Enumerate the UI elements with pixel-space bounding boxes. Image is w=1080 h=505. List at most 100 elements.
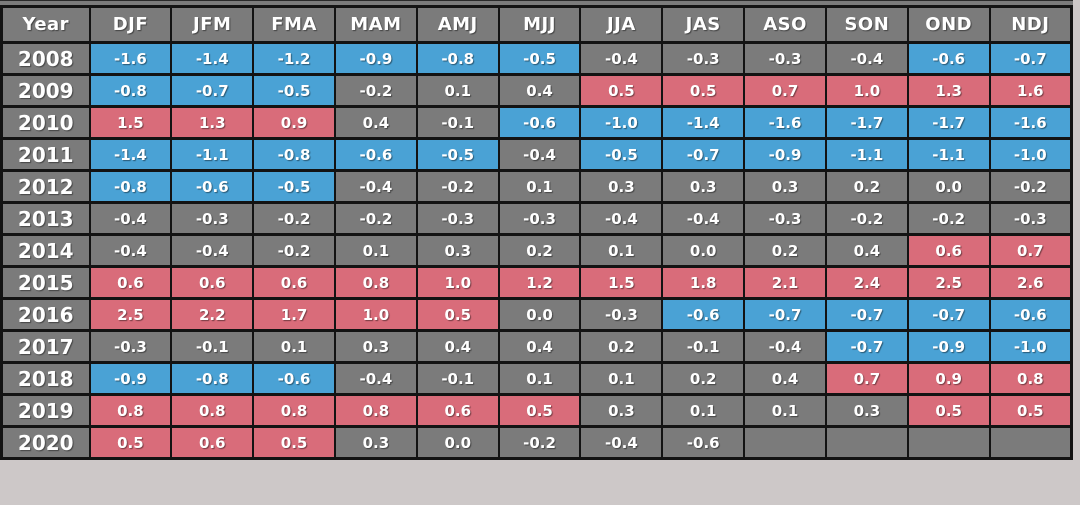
oni-value-cell: -0.5 (497, 41, 582, 76)
oni-value-cell: 0.1 (333, 233, 418, 268)
oni-value-cell: 0.8 (252, 393, 336, 428)
oni-value-cell: 2.2 (170, 297, 255, 332)
oni-value-cell: 1.5 (88, 105, 173, 140)
season-column-header: JAS (661, 5, 746, 44)
oni-value-cell: -0.8 (252, 137, 336, 172)
oni-value-cell: -0.9 (88, 361, 173, 396)
oni-value-cell: 0.4 (415, 329, 500, 364)
oni-value-cell: -0.4 (579, 425, 664, 460)
season-column-header: SON (824, 5, 909, 44)
oni-value-cell: -0.8 (415, 41, 500, 76)
year-column-header: Year (0, 5, 91, 44)
oni-value-cell: -0.6 (906, 41, 991, 76)
oni-value-cell: 0.8 (333, 393, 418, 428)
oni-value-cell: -1.0 (988, 329, 1073, 364)
oni-value-cell: 0.4 (497, 329, 582, 364)
oni-value-cell: 0.2 (579, 329, 664, 364)
oni-value-cell: 0.1 (415, 73, 500, 108)
oni-value-cell: -0.4 (579, 41, 664, 76)
oni-value-cell: -0.3 (743, 41, 827, 76)
oni-value-cell: -0.6 (170, 169, 255, 204)
oni-value-cell: 2.6 (988, 265, 1073, 300)
oni-value-cell: 0.5 (579, 73, 664, 108)
oni-value-cell: -0.2 (988, 169, 1073, 204)
oni-value-cell: 0.3 (415, 233, 500, 268)
oni-value-cell: -0.3 (170, 201, 255, 236)
oni-value-cell: 2.1 (743, 265, 827, 300)
oni-value-cell: 0.6 (252, 265, 336, 300)
oni-value-cell: -0.7 (170, 73, 255, 108)
oni-value-cell: -0.1 (415, 105, 500, 140)
oni-value-cell: 0.4 (333, 105, 418, 140)
oni-value-cell: -1.6 (88, 41, 173, 76)
oni-value-cell: -0.9 (333, 41, 418, 76)
oni-value-cell: 1.3 (170, 105, 255, 140)
oni-value-cell: -1.1 (906, 137, 991, 172)
oni-value-cell: 1.0 (824, 73, 909, 108)
oni-value-cell: -0.6 (661, 297, 746, 332)
oni-value-cell: -1.1 (824, 137, 909, 172)
oni-value-cell: -1.4 (661, 105, 746, 140)
table-row: 2020 0.5 0.6 0.5 0.3 0.0 -0.2 -0.4 -0.6 (0, 425, 1073, 460)
oni-value-cell: -1.4 (170, 41, 255, 76)
oni-value-cell: 0.1 (497, 169, 582, 204)
oni-value-cell: 1.0 (333, 297, 418, 332)
oni-value-cell: 0.1 (579, 361, 664, 396)
oni-value-cell: 0.1 (579, 233, 664, 268)
oni-value-cell: -0.2 (333, 73, 418, 108)
oni-value-cell: -0.4 (497, 137, 582, 172)
oni-value-cell: -0.9 (906, 329, 991, 364)
oni-value-cell: 0.5 (415, 297, 500, 332)
oni-value-cell: -0.3 (579, 297, 664, 332)
oni-value-cell: -0.1 (415, 361, 500, 396)
year-cell: 2014 (0, 233, 91, 268)
oni-value-cell: 0.8 (170, 393, 255, 428)
oni-value-cell: -0.2 (333, 201, 418, 236)
oni-value-cell: -0.7 (824, 329, 909, 364)
header-row: Year DJF JFM FMA MAM AMJ MJJ JJA JAS ASO SON OND NDJ (0, 5, 1073, 44)
season-column-header: JFM (170, 5, 255, 44)
oni-value-cell: 1.7 (252, 297, 336, 332)
year-cell: 2010 (0, 105, 91, 140)
table-row: 2013 -0.4 -0.3 -0.2 -0.2 -0.3 -0.3 -0.4 -0.4 -0.3… (0, 201, 1073, 236)
oni-value-cell: 0.5 (661, 73, 746, 108)
oni-value-cell: 1.3 (906, 73, 991, 108)
oni-value-cell: 0.5 (252, 425, 336, 460)
oni-value-cell: 2.5 (906, 265, 991, 300)
oni-value-cell: -0.8 (88, 169, 173, 204)
table-row: 2017 -0.3 -0.1 0.1 0.3 0.4 0.4 0.2 -0.1 -0.4 -0.7-… (0, 329, 1073, 364)
season-column-header: FMA (252, 5, 336, 44)
oni-value-cell: -0.4 (743, 329, 827, 364)
table-header: Year DJF JFM FMA MAM AMJ MJJ JJA JAS ASO SON OND NDJ (0, 5, 1073, 44)
oni-value-cell: 0.3 (579, 393, 664, 428)
oni-value-cell: -0.2 (252, 233, 336, 268)
oni-value-cell: -0.5 (252, 169, 336, 204)
season-column-header: MAM (333, 5, 418, 44)
oni-value-cell: -0.6 (252, 361, 336, 396)
oni-value-cell: 0.6 (906, 233, 991, 268)
oni-value-cell: -0.4 (661, 201, 746, 236)
year-cell: 2013 (0, 201, 91, 236)
oni-value-cell: -1.7 (906, 105, 991, 140)
oni-value-cell: 0.2 (824, 169, 909, 204)
oni-value-cell: 0.5 (988, 393, 1073, 428)
table-row: 2016 2.5 2.2 1.7 1.0 0.5 0.0 -0.3 -0.6 -0.7 -0.7 -0… (0, 297, 1073, 332)
oni-value-cell: -1.0 (988, 137, 1073, 172)
year-cell: 2009 (0, 73, 91, 108)
oni-value-cell: 0.8 (88, 393, 173, 428)
oni-value-cell: -0.1 (170, 329, 255, 364)
oni-value-cell: -0.4 (824, 41, 909, 76)
season-column-header: ASO (743, 5, 827, 44)
oni-value-cell: 0.5 (497, 393, 582, 428)
season-column-header: JJA (579, 5, 664, 44)
table-row: 2012 -0.8 -0.6 -0.5 -0.4 -0.2 0.1 0.3 0.3 0.3 0.2 0… (0, 169, 1073, 204)
oni-value-cell: -0.2 (415, 169, 500, 204)
oni-value-cell: 0.7 (824, 361, 909, 396)
oni-value-cell: 0.1 (497, 361, 582, 396)
season-column-header: MJJ (497, 5, 582, 44)
oni-value-cell: 0.2 (497, 233, 582, 268)
oni-value-cell: 0.0 (497, 297, 582, 332)
oni-value-cell: 0.3 (333, 329, 418, 364)
oni-value-cell: -1.6 (743, 105, 827, 140)
oni-value-cell: 1.6 (988, 73, 1073, 108)
